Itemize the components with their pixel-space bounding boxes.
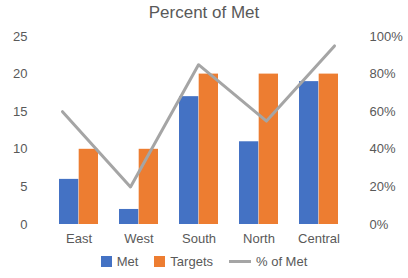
svg-text:North: North [243, 231, 275, 246]
svg-text:20%: 20% [370, 179, 396, 194]
svg-text:5: 5 [20, 179, 27, 194]
svg-text:40%: 40% [370, 141, 396, 156]
svg-text:80%: 80% [370, 66, 396, 81]
svg-text:10: 10 [13, 141, 27, 156]
html-text:% of Met: % of Met [256, 253, 308, 269]
svg-text:100%: 100% [370, 29, 404, 44]
html-text:Met: Met [116, 253, 139, 269]
svg-text:15: 15 [13, 104, 27, 119]
svg-text:South: South [182, 231, 216, 246]
svg-text:Central: Central [298, 231, 340, 246]
svg-text:East: East [66, 231, 92, 246]
svg-text:0: 0 [20, 217, 27, 232]
svg-text:0%: 0% [370, 217, 389, 232]
svg-text:West: West [124, 231, 154, 246]
svg-text:25: 25 [13, 29, 27, 44]
svg-text:60%: 60% [370, 104, 396, 119]
html-text:Percent of Met: Percent of Met [148, 3, 260, 22]
html-text:Targets: Targets [170, 253, 213, 269]
svg-text:20: 20 [13, 66, 27, 81]
